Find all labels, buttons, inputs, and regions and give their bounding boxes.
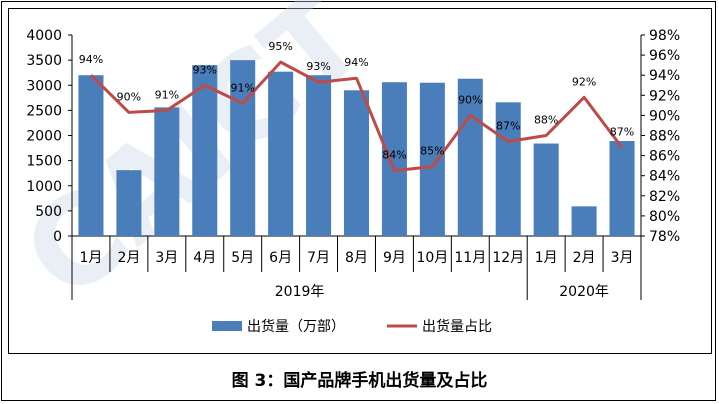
bar — [268, 71, 294, 237]
right-axis-tick-label: 86% — [649, 149, 680, 165]
data-label: 85% — [420, 145, 444, 158]
right-axis-tick-label: 78% — [649, 229, 680, 245]
right-axis-tick-label: 82% — [649, 189, 680, 205]
data-label: 94% — [79, 53, 103, 66]
figure-caption: 图 3：国产品牌手机出货量及占比 — [231, 371, 488, 391]
x-axis-tick-label: 2月 — [573, 250, 596, 266]
data-label: 95% — [268, 40, 292, 53]
left-axis-tick-label: 3000 — [26, 78, 62, 94]
data-label: 84% — [382, 149, 406, 162]
right-axis-tick-label: 94% — [649, 68, 680, 84]
right-axis-tick-label: 92% — [649, 88, 680, 104]
bar — [306, 75, 332, 236]
data-label: 91% — [230, 81, 254, 94]
bar — [533, 143, 559, 236]
x-axis-tick-label: 8月 — [345, 250, 368, 266]
data-label: 87% — [496, 120, 520, 133]
x-axis-tick-label: 1月 — [80, 250, 103, 266]
bar — [571, 206, 597, 236]
bar — [192, 65, 218, 237]
legend-bar-swatch — [212, 321, 242, 331]
data-label: 90% — [458, 93, 482, 106]
left-axis-tick-label: 3500 — [26, 53, 62, 69]
right-axis-tick-label: 96% — [649, 48, 680, 64]
left-axis-tick-label: 4000 — [26, 28, 62, 44]
bar — [343, 90, 370, 237]
left-axis-tick-label: 0 — [53, 229, 62, 245]
bar — [457, 78, 483, 236]
data-label: 92% — [572, 75, 596, 88]
right-axis-tick-label: 88% — [649, 129, 680, 145]
series-line — [89, 60, 624, 173]
line-series: 94% 90% 91% 93% 91% 95% 93% 94% 84% 85% 90% 87% 88% 9… — [79, 40, 634, 173]
left-axis-tick-label: 2500 — [26, 103, 62, 119]
data-label: 87% — [610, 126, 634, 139]
x-axis-group-label: 2020年 — [559, 284, 609, 300]
bar — [116, 170, 142, 236]
data-label: 94% — [344, 56, 368, 69]
data-label: 88% — [534, 114, 558, 127]
right-axis-tick-label: 84% — [649, 169, 680, 185]
legend-line-label: 出货量占比 — [422, 318, 492, 335]
data-label: 93% — [306, 60, 330, 73]
x-axis-tick-label: 12月 — [492, 250, 524, 266]
data-label: 93% — [193, 63, 217, 76]
x-axis-tick-label: 9月 — [383, 250, 406, 266]
data-label: 91% — [155, 88, 179, 101]
chart-area — [8, 8, 712, 354]
x-axis-tick-label: 4月 — [193, 250, 216, 266]
right-axis-tick-label: 98% — [649, 28, 680, 44]
bar — [230, 60, 256, 236]
x-axis-group-label: 2019年 — [275, 284, 325, 300]
bar — [495, 102, 521, 237]
x-axis-tick-label: 3月 — [611, 250, 634, 266]
left-axis-tick-label: 1000 — [26, 179, 62, 195]
x-axis-tick-label: 11月 — [454, 250, 486, 266]
x-axis-tick-label: 2月 — [117, 250, 140, 266]
x-axis-tick-label: 3月 — [155, 250, 178, 266]
legend: 出货量（万部） 出货量占比 — [212, 318, 492, 335]
right-axis-tick-label: 80% — [649, 209, 680, 225]
left-axis-tick-label: 500 — [35, 204, 62, 220]
x-axis-tick-label: 6月 — [269, 250, 292, 266]
bar — [381, 82, 407, 236]
bar — [154, 107, 180, 236]
x-axis-tick-label: 5月 — [231, 250, 254, 266]
bar — [78, 75, 104, 236]
combo-chart: CAICT 0500100015002000250030003500400078… — [0, 0, 680, 335]
legend-bar-label: 出货量（万部） — [247, 318, 345, 335]
x-axis-tick-label: 1月 — [535, 250, 558, 266]
x-axis-tick-label: 10月 — [416, 250, 448, 266]
left-axis-tick-label: 1500 — [26, 154, 62, 170]
right-axis-tick-label: 90% — [649, 108, 680, 124]
left-axis-tick-label: 2000 — [26, 129, 62, 145]
data-label: 90% — [117, 90, 141, 103]
bar-series — [78, 60, 635, 237]
x-axis-tick-label: 7月 — [307, 250, 330, 266]
bar — [419, 82, 445, 236]
bar — [609, 141, 635, 236]
